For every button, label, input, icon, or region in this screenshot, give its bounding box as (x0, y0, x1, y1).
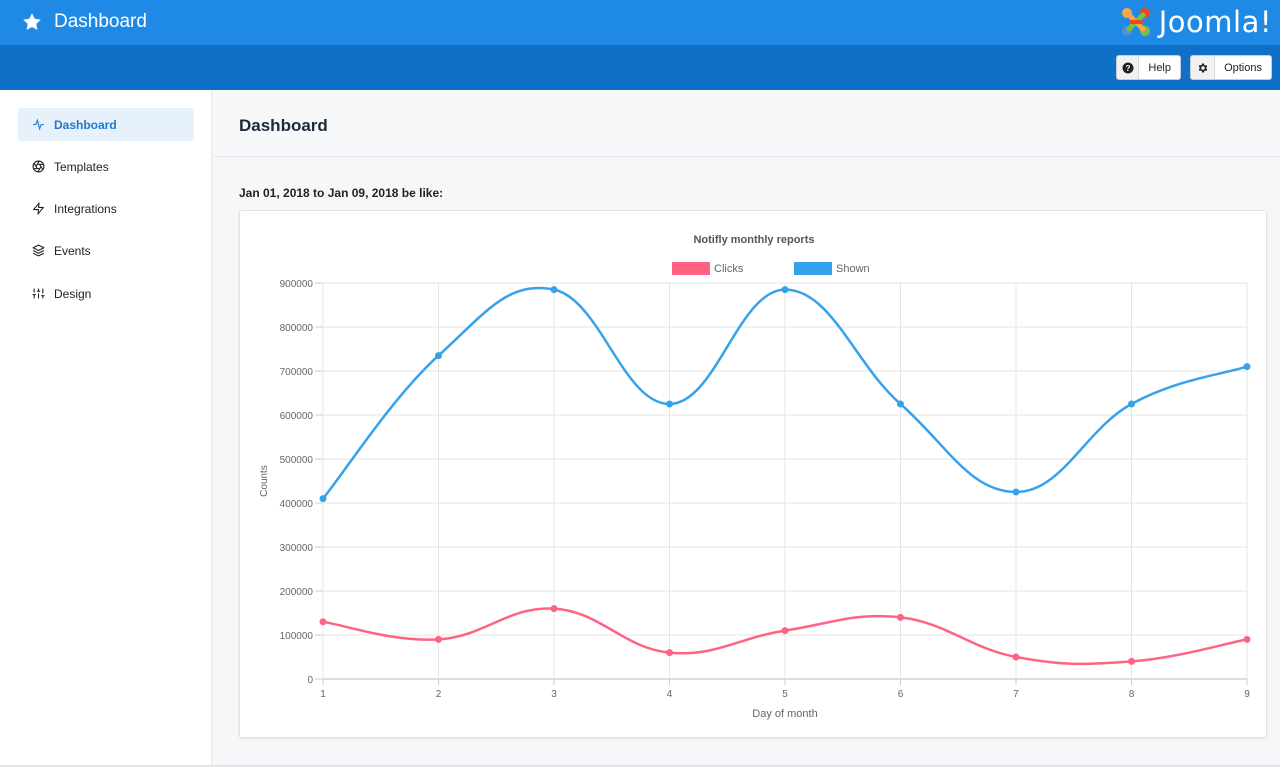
sidebar-item-integrations[interactable]: Integrations (18, 192, 194, 225)
data-point-shown (550, 286, 558, 294)
data-point-shown (897, 400, 904, 408)
series-line-shown (322, 286, 1248, 500)
data-point-clicks (1243, 635, 1251, 643)
data-point-clicks (1128, 657, 1135, 665)
sidebar-item-dashboard[interactable]: Dashboard (18, 108, 194, 141)
x-tick-label: 7 (1013, 689, 1019, 700)
data-point-shown (666, 400, 673, 408)
data-point-shown (1243, 363, 1251, 371)
joomla-mark-icon (1121, 8, 1150, 36)
sidebar-item-label: Design (54, 286, 92, 301)
y-tick-label: 0 (307, 675, 313, 686)
data-point-shown (1012, 488, 1020, 496)
x-tick-label: 5 (782, 689, 788, 700)
joomla-logo-text: Joomla! (1158, 5, 1272, 39)
y-tick-label: 100000 (280, 631, 314, 642)
help-button[interactable]: ? Help (1116, 55, 1181, 80)
aperture-icon (31, 160, 45, 174)
page-header: Dashboard (213, 90, 1280, 157)
y-tick-label: 500000 (280, 455, 314, 466)
main-content: Dashboard Jan 01, 2018 to Jan 09, 2018 b… (213, 90, 1280, 767)
y-tick-label: 200000 (280, 587, 314, 598)
star-icon (23, 13, 41, 30)
data-point-shown (319, 495, 327, 503)
date-range-heading: Jan 01, 2018 to Jan 09, 2018 be like: (239, 186, 444, 200)
joomla-logo[interactable]: Joomla! (1119, 4, 1272, 40)
bottom-divider (0, 765, 1280, 767)
zap-icon (31, 202, 45, 216)
sidebar-item-design[interactable]: Design (18, 277, 194, 310)
sidebar-item-label: Integrations (54, 201, 117, 216)
sliders-icon (31, 287, 45, 301)
data-point-clicks (1012, 653, 1020, 661)
svg-text:?: ? (1125, 64, 1130, 73)
page-title: Dashboard (239, 116, 328, 135)
y-axis-label: Counts (259, 465, 270, 497)
sidebar-item-events[interactable]: Events (18, 234, 194, 267)
y-tick-label: 700000 (280, 367, 314, 378)
line-chart: Notifly monthly reports Clicks Shown 0 10000… (259, 234, 1251, 720)
question-circle-icon: ? (1117, 56, 1140, 79)
x-tick-label: 1 (320, 689, 326, 700)
sidebar-item-label: Events (54, 243, 91, 258)
layers-icon (31, 244, 45, 258)
gear-icon (1191, 56, 1216, 79)
options-button-label: Options (1224, 61, 1262, 74)
y-tick-label: 400000 (280, 499, 314, 510)
top-bar: Dashboard Joomla! (0, 0, 1280, 45)
data-point-shown (1128, 400, 1135, 408)
x-tick-label: 4 (667, 689, 673, 700)
x-tick-label: 9 (1244, 689, 1250, 700)
legend-swatch-shown (794, 262, 832, 275)
options-button[interactable]: Options (1190, 55, 1272, 80)
data-point-shown (781, 286, 789, 294)
sidebar-item-label: Dashboard (54, 117, 117, 132)
data-point-clicks (550, 605, 558, 613)
activity-icon (31, 118, 45, 132)
x-tick-label: 6 (898, 689, 904, 700)
x-tick-label: 2 (436, 689, 442, 700)
toolbar: ? Help Options (0, 45, 1280, 90)
legend-label-shown: Shown (836, 263, 870, 275)
app-title: Dashboard (54, 11, 147, 32)
y-tick-label: 900000 (280, 279, 314, 290)
data-point-shown (435, 352, 442, 360)
sidebar-item-label: Templates (54, 159, 109, 174)
x-tick-label: 3 (551, 689, 557, 700)
legend-label-clicks: Clicks (714, 263, 744, 275)
x-axis-label: Day of month (752, 708, 817, 720)
y-tick-label: 800000 (280, 323, 314, 334)
y-tick-label: 600000 (280, 411, 314, 422)
data-point-clicks (435, 635, 442, 643)
data-point-clicks (666, 649, 673, 657)
x-tick-label: 8 (1129, 689, 1135, 700)
legend-swatch-clicks (672, 262, 710, 275)
sidebar-item-templates[interactable]: Templates (18, 150, 194, 183)
chart-title: Notifly monthly reports (693, 234, 814, 246)
data-point-clicks (897, 613, 904, 621)
data-point-clicks (781, 627, 789, 635)
data-point-clicks (319, 618, 327, 626)
help-button-label: Help (1148, 61, 1171, 74)
y-tick-label: 300000 (280, 543, 314, 554)
chart-card: Notifly monthly reports Clicks Shown 0 10000… (239, 210, 1267, 738)
sidebar: Dashboard Templates Integrations Events … (0, 90, 212, 767)
